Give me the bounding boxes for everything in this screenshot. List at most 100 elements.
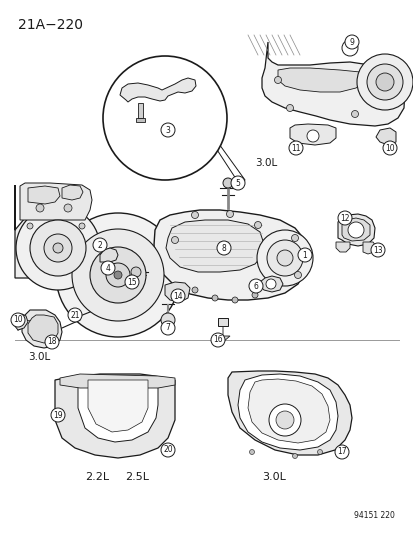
Text: 6: 6 [253, 281, 258, 290]
Circle shape [344, 35, 358, 49]
Text: 7: 7 [165, 324, 170, 333]
Circle shape [72, 229, 164, 321]
Circle shape [216, 241, 230, 255]
Polygon shape [154, 210, 307, 300]
Polygon shape [136, 118, 145, 122]
Circle shape [114, 271, 122, 279]
Polygon shape [78, 380, 158, 442]
Text: 2: 2 [97, 240, 102, 249]
Circle shape [291, 235, 298, 241]
Polygon shape [14, 314, 28, 330]
Circle shape [36, 204, 44, 212]
Circle shape [375, 73, 393, 91]
Text: 3.0L: 3.0L [28, 352, 50, 362]
Circle shape [90, 247, 146, 303]
Polygon shape [218, 318, 228, 326]
Circle shape [161, 123, 175, 137]
Circle shape [171, 237, 178, 244]
Text: 15: 15 [127, 278, 136, 287]
Circle shape [191, 212, 198, 219]
Polygon shape [165, 282, 190, 302]
Circle shape [292, 454, 297, 458]
Circle shape [317, 449, 322, 455]
Polygon shape [289, 124, 335, 145]
Circle shape [131, 267, 141, 277]
Circle shape [276, 250, 292, 266]
Polygon shape [100, 248, 118, 262]
Circle shape [16, 206, 100, 290]
Circle shape [223, 178, 233, 188]
Circle shape [125, 275, 139, 289]
Circle shape [106, 263, 130, 287]
Polygon shape [62, 185, 83, 200]
Text: 10: 10 [384, 143, 394, 152]
Circle shape [79, 223, 85, 229]
Polygon shape [120, 78, 195, 102]
Circle shape [249, 449, 254, 455]
Polygon shape [375, 128, 395, 145]
Circle shape [68, 308, 82, 322]
Circle shape [351, 110, 358, 117]
Circle shape [297, 248, 311, 262]
Circle shape [103, 56, 226, 180]
Circle shape [286, 104, 293, 111]
Polygon shape [138, 103, 142, 118]
Circle shape [370, 243, 384, 257]
Polygon shape [60, 374, 175, 388]
Polygon shape [20, 183, 92, 220]
Circle shape [248, 279, 262, 293]
Text: 10: 10 [13, 316, 23, 325]
Circle shape [275, 411, 293, 429]
Text: 3.0L: 3.0L [254, 158, 277, 168]
Polygon shape [362, 242, 375, 254]
Polygon shape [259, 276, 282, 292]
Polygon shape [277, 68, 364, 92]
Circle shape [356, 54, 412, 110]
Text: 11: 11 [291, 143, 300, 152]
Polygon shape [22, 310, 62, 348]
Circle shape [266, 279, 275, 289]
Circle shape [230, 176, 244, 190]
Polygon shape [335, 242, 349, 252]
Circle shape [337, 211, 351, 225]
Circle shape [252, 292, 257, 298]
Circle shape [44, 234, 72, 262]
Circle shape [334, 445, 348, 459]
Polygon shape [216, 336, 230, 342]
Circle shape [306, 130, 318, 142]
Circle shape [266, 240, 302, 276]
Circle shape [347, 222, 363, 238]
Text: 94151 220: 94151 220 [353, 511, 394, 520]
Circle shape [27, 223, 33, 229]
Text: 2.2L: 2.2L [85, 472, 109, 482]
Text: 3.0L: 3.0L [261, 472, 285, 482]
Text: 21: 21 [70, 311, 80, 319]
Text: 17: 17 [336, 448, 346, 456]
Circle shape [382, 141, 396, 155]
Polygon shape [341, 218, 369, 241]
Polygon shape [88, 380, 147, 432]
Text: 19: 19 [53, 410, 63, 419]
Polygon shape [55, 374, 175, 458]
Polygon shape [166, 220, 263, 272]
Text: 21A−220: 21A−220 [18, 18, 83, 32]
Text: 14: 14 [173, 292, 183, 301]
Circle shape [254, 222, 261, 229]
Circle shape [294, 271, 301, 279]
Polygon shape [15, 185, 98, 278]
Text: 3: 3 [165, 125, 170, 134]
Circle shape [231, 297, 237, 303]
Circle shape [56, 213, 180, 337]
Text: 4: 4 [105, 263, 110, 272]
Text: 13: 13 [372, 246, 382, 254]
Polygon shape [337, 214, 374, 246]
Circle shape [93, 238, 107, 252]
Circle shape [211, 333, 224, 347]
Polygon shape [247, 379, 329, 443]
Polygon shape [237, 374, 337, 450]
Circle shape [11, 313, 25, 327]
Circle shape [171, 289, 185, 303]
Polygon shape [28, 186, 60, 204]
Text: 1: 1 [302, 251, 306, 260]
Circle shape [53, 243, 63, 253]
